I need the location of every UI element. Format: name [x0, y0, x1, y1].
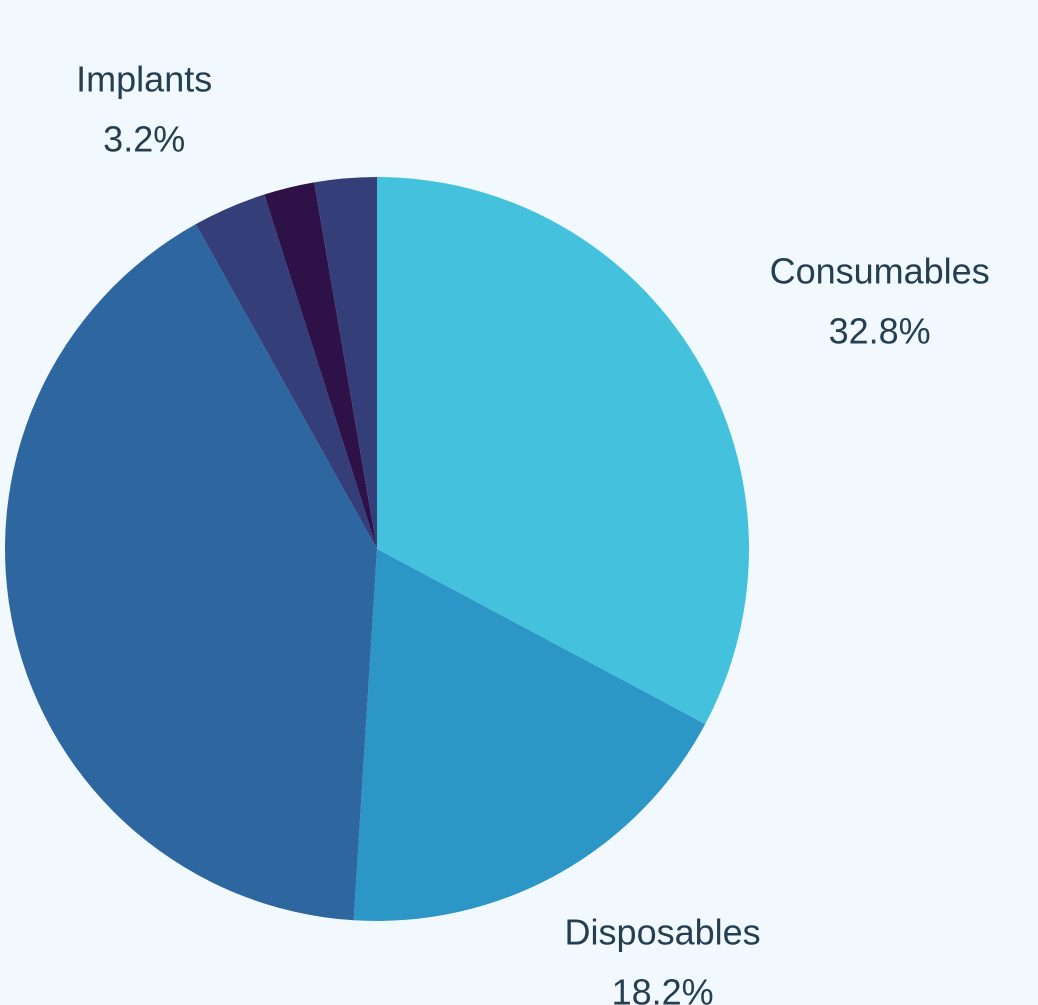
slice-label: Disposables	[565, 911, 761, 952]
pie-slice	[377, 177, 750, 725]
slice-value-label: 3.2%	[103, 119, 185, 160]
slice-label: Implants	[76, 59, 212, 100]
pie-slice	[314, 177, 377, 549]
pie-slice	[5, 224, 378, 921]
slice-value-label: 18.2%	[612, 971, 714, 1005]
slice-value-label: 32.8%	[829, 311, 931, 352]
pie-slice	[353, 549, 706, 921]
slice-label: Consumables	[770, 251, 990, 292]
pie-slice	[195, 194, 377, 549]
pie-slice	[264, 182, 377, 549]
